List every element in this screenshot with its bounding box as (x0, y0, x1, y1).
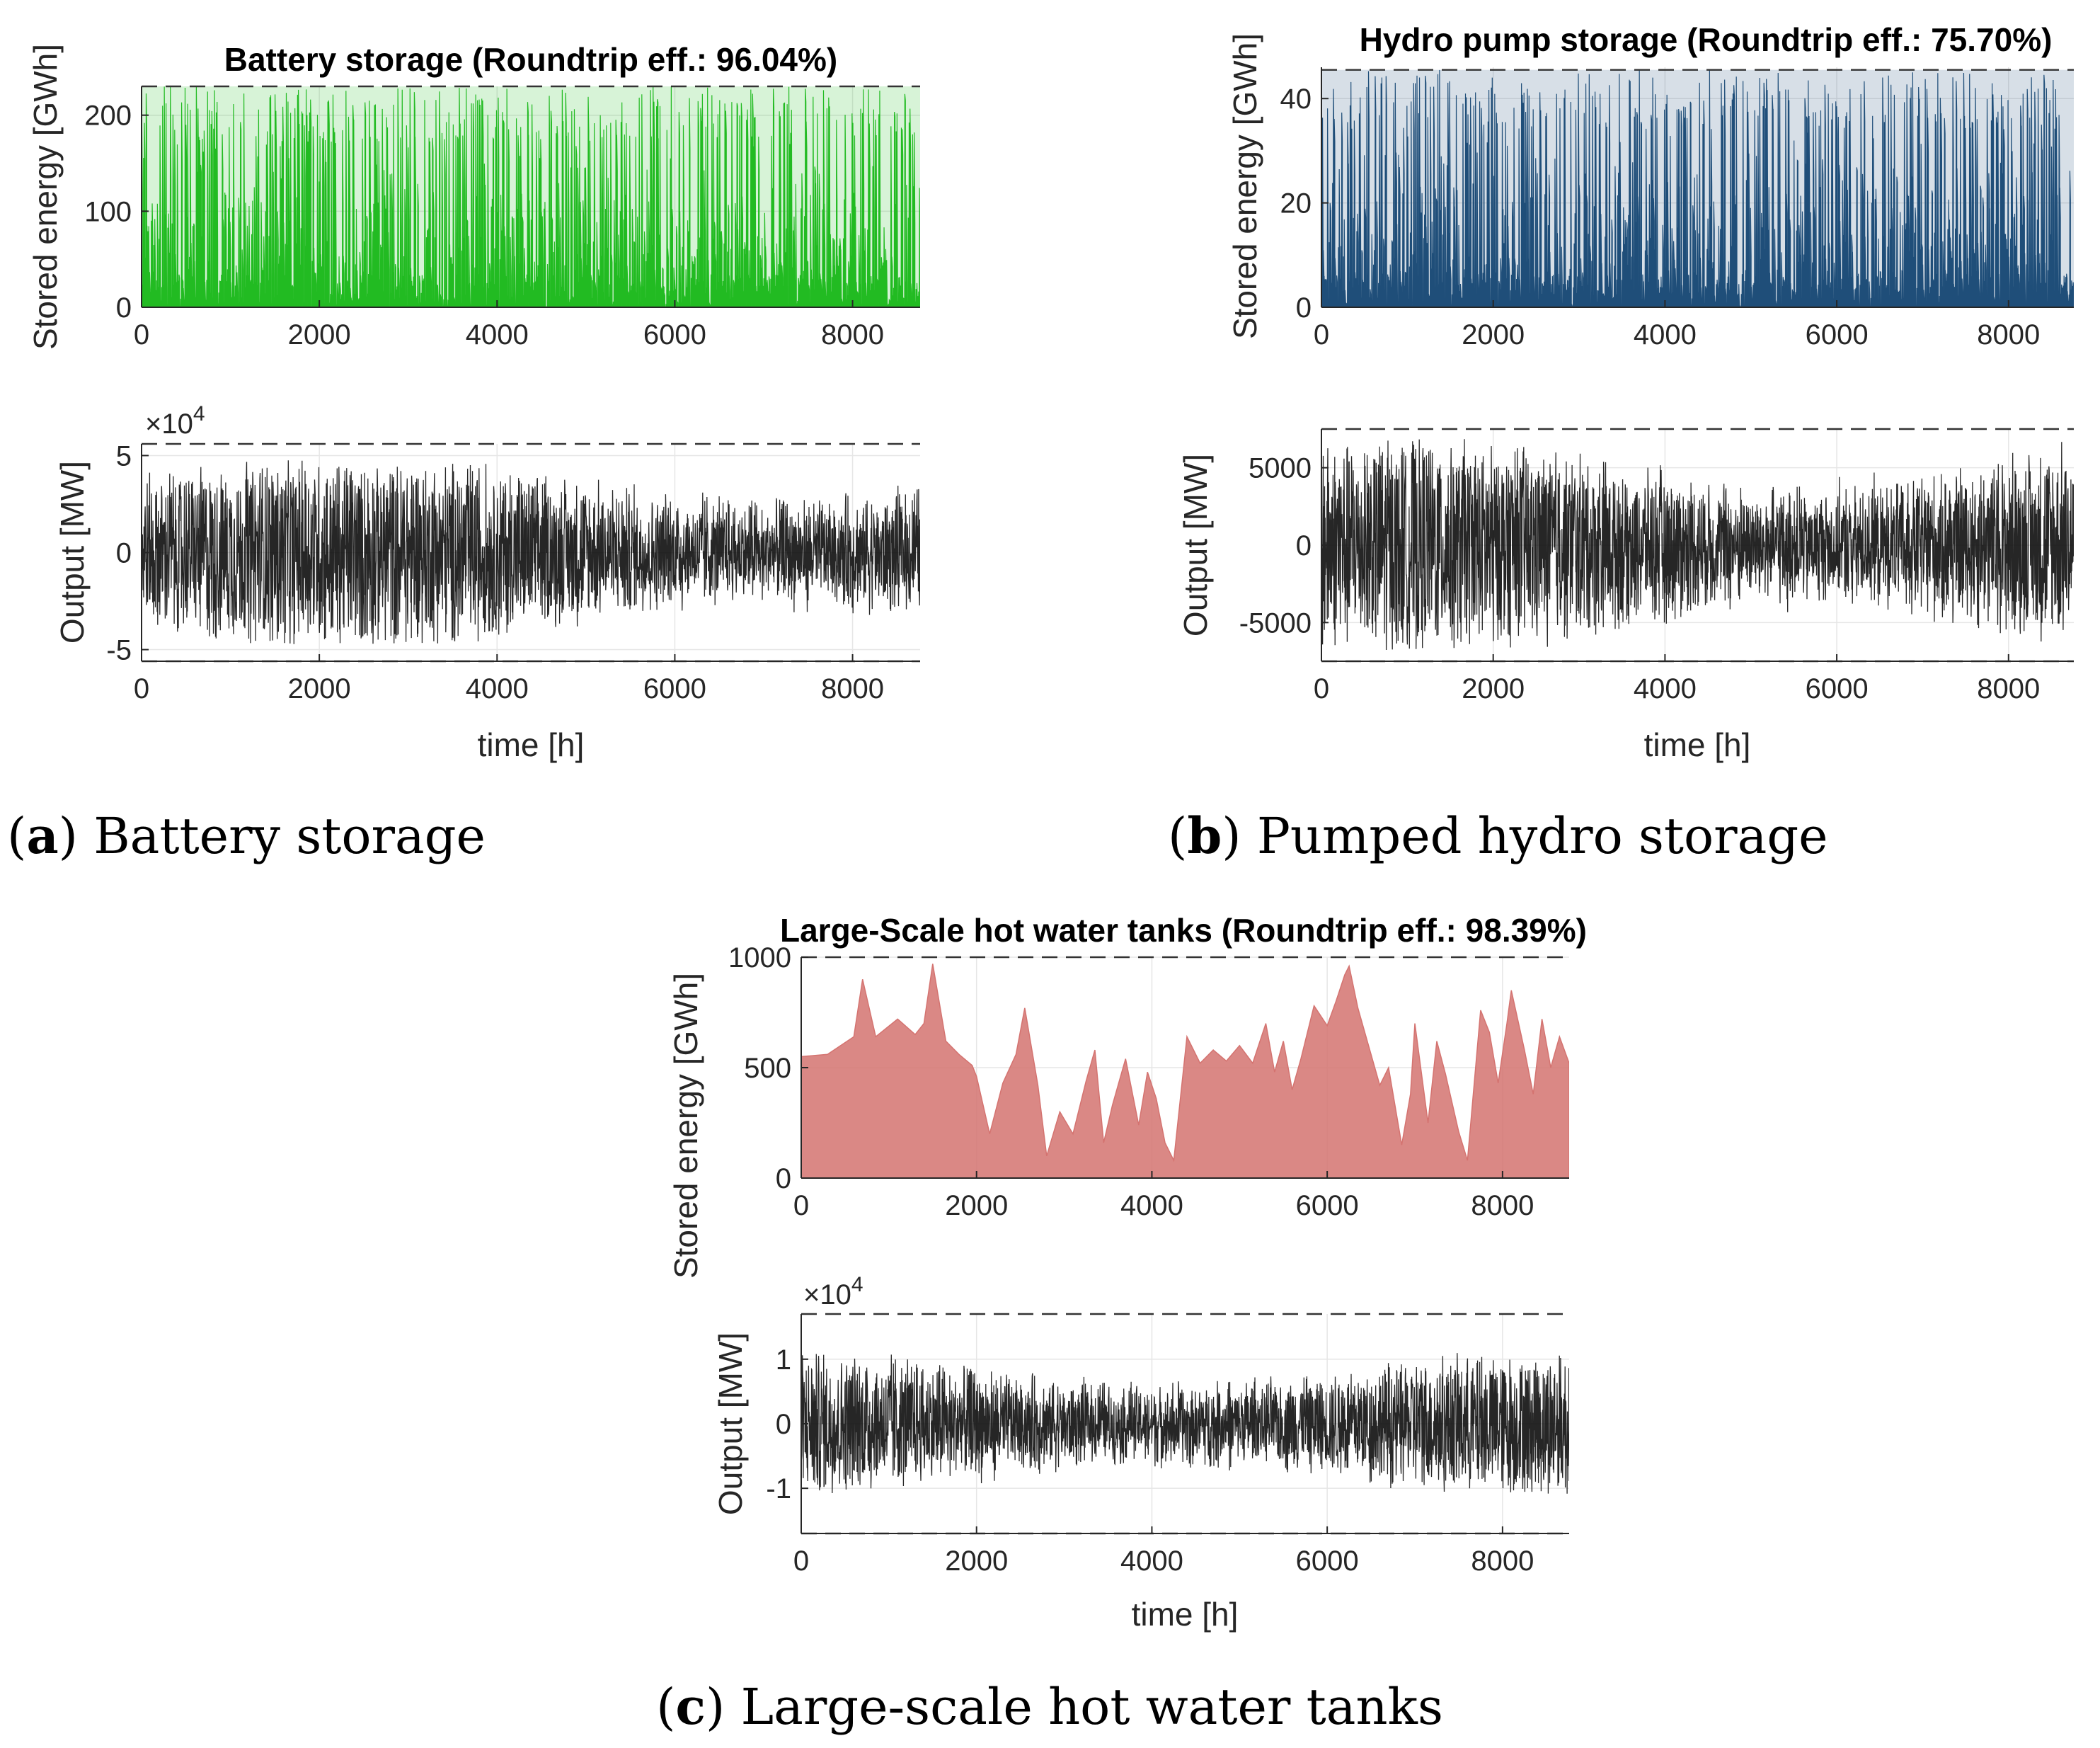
panel-b-title: Hydro pump storage (Roundtrip eff.: 75.7… (1360, 21, 2053, 58)
panel-b-output-ylabel: Output [MW] (1177, 454, 1214, 636)
storage-area (1321, 69, 2074, 307)
panel-c-storage-chart: 0 2000 4000 6000 8000 0 500 1000 Stored energy … (667, 942, 1569, 1279)
data-layer (142, 86, 920, 307)
panel-a-output-ylabel: Output [MW] (54, 461, 91, 644)
panel-c-caption: (c) Large-scale hot water tanks (656, 1677, 1443, 1736)
x-tick-label: 8000 (1977, 319, 2040, 350)
x-tick-label: 6000 (1296, 1546, 1359, 1577)
storage-area (801, 964, 1569, 1178)
x-tick-label: 0 (793, 1546, 809, 1577)
x-tick-label: 6000 (1806, 319, 1869, 350)
panel-b-storage-chart: 0 2000 4000 6000 8000 0 20 40 Stored energy [GW… (1227, 33, 2074, 350)
panel-a-title: Battery storage (Roundtrip eff.: 96.04%) (224, 41, 837, 78)
output-series (142, 460, 920, 644)
x-tick-label: 0 (134, 319, 149, 350)
data-layer (142, 460, 920, 644)
x-tick-label: 4000 (466, 319, 529, 350)
x-tick-label: 4000 (466, 673, 529, 704)
y-tick-label: 1 (776, 1344, 791, 1376)
x-tick-label: 0 (1314, 673, 1329, 704)
panel-c-output-xlabel: time [h] (1132, 1596, 1239, 1633)
panel-a-caption: (a) Battery storage (7, 806, 486, 865)
y-tick-label: 0 (1296, 530, 1312, 561)
x-tick-label: 6000 (643, 319, 706, 350)
output-series (1321, 439, 2074, 651)
y-tick-label: -5 (106, 635, 132, 666)
y-tick-label: 0 (776, 1163, 791, 1194)
y-tick-label: -5000 (1239, 607, 1312, 639)
y-tick-label: 500 (744, 1053, 791, 1084)
x-tick-label: 6000 (643, 673, 706, 704)
panel-a-storage-ylabel: Stored energy [GWh] (27, 44, 64, 350)
panel-c-output-chart: 0 2000 4000 6000 8000 -1 0 1 Output [MW] time [… (712, 1273, 1569, 1633)
x-tick-label: 8000 (1977, 673, 2040, 704)
y-tick-label: 0 (1296, 292, 1312, 324)
y-tick-label: 5 (116, 440, 132, 472)
data-layer (1321, 439, 2074, 651)
x-tick-label: 6000 (1296, 1190, 1359, 1221)
panel-b-storage-ylabel: Stored energy [GWh] (1227, 33, 1263, 339)
y-tick-label: 0 (116, 538, 132, 569)
y-tick-label: 5000 (1249, 453, 1312, 484)
panel-a-output-xlabel: time [h] (478, 726, 585, 763)
x-tick-label: 8000 (821, 319, 884, 350)
x-tick-label: 2000 (288, 673, 351, 704)
panel-b: Hydro pump storage (Roundtrip eff.: 75.7… (1168, 21, 2074, 865)
y-tick-label: 40 (1280, 84, 1312, 115)
x-tick-label: 4000 (1120, 1546, 1183, 1577)
x-tick-label: 8000 (1471, 1546, 1534, 1577)
data-layer (801, 964, 1569, 1178)
x-tick-label: 0 (1314, 319, 1329, 350)
y-tick-label: 0 (776, 1409, 791, 1440)
x-tick-label: 8000 (821, 673, 884, 704)
data-layer (801, 1353, 1569, 1494)
panel-b-caption: (b) Pumped hydro storage (1168, 806, 1828, 865)
panel-c-storage-ylabel: Stored energy [GWh] (667, 973, 704, 1279)
panel-c: Large-Scale hot water tanks (Roundtrip e… (656, 912, 1587, 1736)
panel-a-storage-chart: 0 2000 4000 6000 8000 0 100 200 Stored energy [… (27, 44, 920, 350)
y-tick-label: 100 (84, 196, 132, 227)
x-tick-label: 4000 (1634, 319, 1697, 350)
x-tick-label: 8000 (1471, 1190, 1534, 1221)
panel-c-exponent-label: ×104 (803, 1273, 863, 1310)
x-tick-label: 2000 (1462, 319, 1525, 350)
x-tick-label: 0 (134, 673, 149, 704)
x-tick-label: 0 (793, 1190, 809, 1221)
x-tick-label: 2000 (1462, 673, 1525, 704)
x-tick-label: 4000 (1120, 1190, 1183, 1221)
x-tick-label: 2000 (945, 1546, 1008, 1577)
panel-c-output-ylabel: Output [MW] (712, 1332, 749, 1515)
y-tick-label: 200 (84, 101, 132, 132)
y-tick-label: 1000 (728, 942, 791, 973)
panel-c-title: Large-Scale hot water tanks (Roundtrip e… (780, 912, 1587, 949)
y-tick-label: 0 (116, 292, 132, 324)
data-layer (1321, 69, 2074, 307)
y-tick-label: 20 (1280, 188, 1312, 219)
y-tick-label: -1 (766, 1473, 791, 1504)
panel-a-output-chart: 0 2000 4000 6000 8000-505 Output [MW] time [… (54, 402, 920, 763)
panel-b-output-xlabel: time [h] (1644, 726, 1751, 763)
x-tick-label: 6000 (1806, 673, 1869, 704)
panel-a: Battery storage (Roundtrip eff.: 96.04%)… (7, 41, 920, 865)
output-series (801, 1353, 1569, 1494)
x-tick-label: 4000 (1634, 673, 1697, 704)
x-tick-label: 2000 (945, 1190, 1008, 1221)
x-tick-label: 2000 (288, 319, 351, 350)
panel-a-exponent-label: ×104 (145, 402, 205, 440)
